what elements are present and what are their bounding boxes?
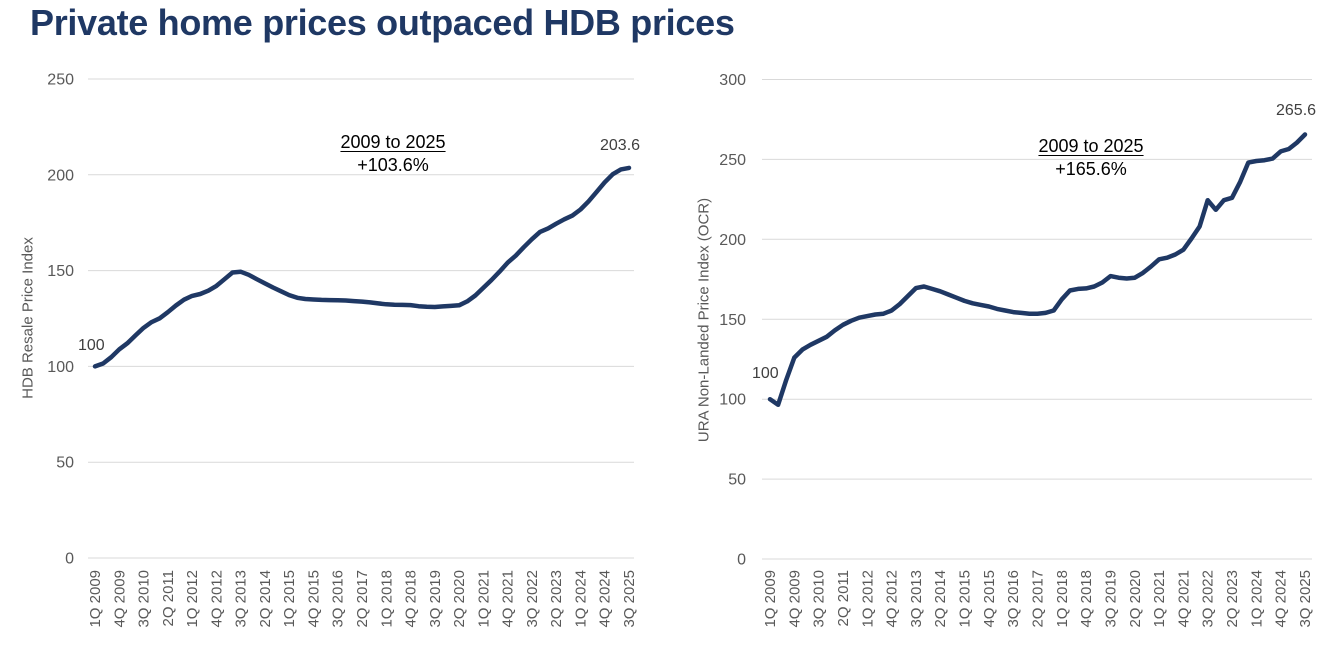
ura-x-tick-label: 2Q 2011 xyxy=(835,570,852,626)
hdb-annotation-period: 2009 to 2025 xyxy=(340,132,446,152)
ura-series-line xyxy=(767,132,1308,408)
ura-x-tick-label: 1Q 2015 xyxy=(957,570,974,628)
ura-x-tick-label: 4Q 2021 xyxy=(1175,570,1192,628)
ura-x-tick-label: 3Q 2016 xyxy=(1005,570,1022,628)
ura-x-tick-label: 3Q 2013 xyxy=(908,570,925,628)
hdb-y-tick-label: 250 xyxy=(47,72,74,89)
hdb-x-tick-label: 4Q 2015 xyxy=(306,570,323,628)
page-title: Private home prices outpaced HDB prices xyxy=(30,2,735,43)
hdb-x-tick-label: 4Q 2024 xyxy=(597,570,614,628)
ura-x-tick-label: 3Q 2019 xyxy=(1103,570,1120,628)
ura-x-tick-label: 4Q 2012 xyxy=(884,570,901,628)
hdb-x-tick-label: 3Q 2022 xyxy=(524,570,541,628)
ura-x-tick-label: 1Q 2018 xyxy=(1054,570,1071,628)
hdb-x-tick-label: 2Q 2023 xyxy=(548,570,565,628)
ura-x-tick-label: 2Q 2017 xyxy=(1030,570,1047,628)
ura-y-tick-label: 150 xyxy=(719,312,746,329)
ura-y-tick-label: 300 xyxy=(719,72,746,89)
ura-x-tick-label: 3Q 2022 xyxy=(1200,570,1217,628)
ura-start-value-label: 100 xyxy=(752,365,779,382)
hdb-x-tick-label: 1Q 2012 xyxy=(184,570,201,628)
ura-end-value-label: 265.6 xyxy=(1276,102,1317,119)
ura-x-tick-label: 4Q 2024 xyxy=(1273,570,1290,628)
ura-y-tick-label: 0 xyxy=(737,552,746,569)
hdb-annotation-change: +103.6% xyxy=(357,155,429,175)
ura-x-tick-label: 2Q 2023 xyxy=(1224,570,1241,628)
hdb-x-tick-label: 2Q 2017 xyxy=(354,570,371,628)
hdb-x-tick-label: 4Q 2018 xyxy=(403,570,420,628)
hdb-y-tick-label: 200 xyxy=(47,167,74,184)
hdb-x-tick-label: 1Q 2024 xyxy=(573,570,590,628)
hdb-x-tick-label: 1Q 2021 xyxy=(475,570,492,628)
hdb-x-tick-label: 1Q 2018 xyxy=(378,570,395,628)
ura-x-tick-label: 1Q 2024 xyxy=(1248,570,1265,628)
hdb-x-tick-label: 2Q 2014 xyxy=(257,570,274,628)
hdb-annotation: 2009 to 2025 +103.6% xyxy=(340,131,445,177)
ura-x-tick-label: 1Q 2009 xyxy=(762,570,779,628)
hdb-y-tick-label: 150 xyxy=(47,263,74,280)
hdb-x-tick-label: 3Q 2010 xyxy=(136,570,153,628)
hdb-end-value-label: 203.6 xyxy=(600,137,641,154)
ura-x-tick-label: 1Q 2021 xyxy=(1151,570,1168,628)
ura-y-tick-label: 200 xyxy=(719,232,746,249)
ura-x-tick-label: 4Q 2015 xyxy=(981,570,998,628)
ura-x-tick-label: 4Q 2009 xyxy=(786,570,803,628)
ura-x-tick-label: 2Q 2014 xyxy=(932,570,949,628)
hdb-start-value-label: 100 xyxy=(78,337,105,354)
hdb-x-tick-label: 4Q 2012 xyxy=(208,570,225,628)
ura-y-tick-label: 250 xyxy=(719,152,746,169)
ura-y-tick-label: 50 xyxy=(728,472,746,489)
hdb-y-tick-label: 100 xyxy=(47,359,74,376)
ura-x-tick-label: 2Q 2020 xyxy=(1127,570,1144,628)
hdb-x-tick-label: 4Q 2009 xyxy=(111,570,128,628)
hdb-x-tick-label: 3Q 2013 xyxy=(233,570,250,628)
ura-y-tick-label: 100 xyxy=(719,392,746,409)
ura-annotation-period: 2009 to 2025 xyxy=(1038,136,1144,156)
hdb-y-tick-label: 50 xyxy=(56,455,74,472)
ura-x-tick-label: 4Q 2018 xyxy=(1078,570,1095,628)
hdb-x-tick-label: 2Q 2011 xyxy=(160,570,177,626)
ura-annotation-change: +165.6% xyxy=(1055,159,1127,179)
hdb-x-tick-label: 3Q 2016 xyxy=(330,570,347,628)
hdb-y-axis-title: HDB Resale Price Index xyxy=(19,237,37,399)
hdb-x-tick-label: 2Q 2020 xyxy=(451,570,468,628)
ura-x-tick-label: 1Q 2012 xyxy=(859,570,876,628)
ura-annotation: 2009 to 2025 +165.6% xyxy=(1038,135,1143,181)
hdb-x-tick-label: 3Q 2025 xyxy=(621,570,638,628)
hdb-y-tick-label: 0 xyxy=(65,551,74,568)
hdb-x-tick-label: 4Q 2021 xyxy=(500,570,517,628)
hdb-x-tick-label: 1Q 2015 xyxy=(281,570,298,628)
ura-x-tick-label: 3Q 2010 xyxy=(811,570,828,628)
ura-y-axis-title: URA Non-Landed Price Index (OCR) xyxy=(695,197,713,443)
hdb-x-tick-label: 1Q 2009 xyxy=(87,570,104,628)
hdb-x-tick-label: 3Q 2019 xyxy=(427,570,444,628)
ura-x-tick-label: 3Q 2025 xyxy=(1297,570,1314,628)
hdb-series-line xyxy=(92,165,632,369)
